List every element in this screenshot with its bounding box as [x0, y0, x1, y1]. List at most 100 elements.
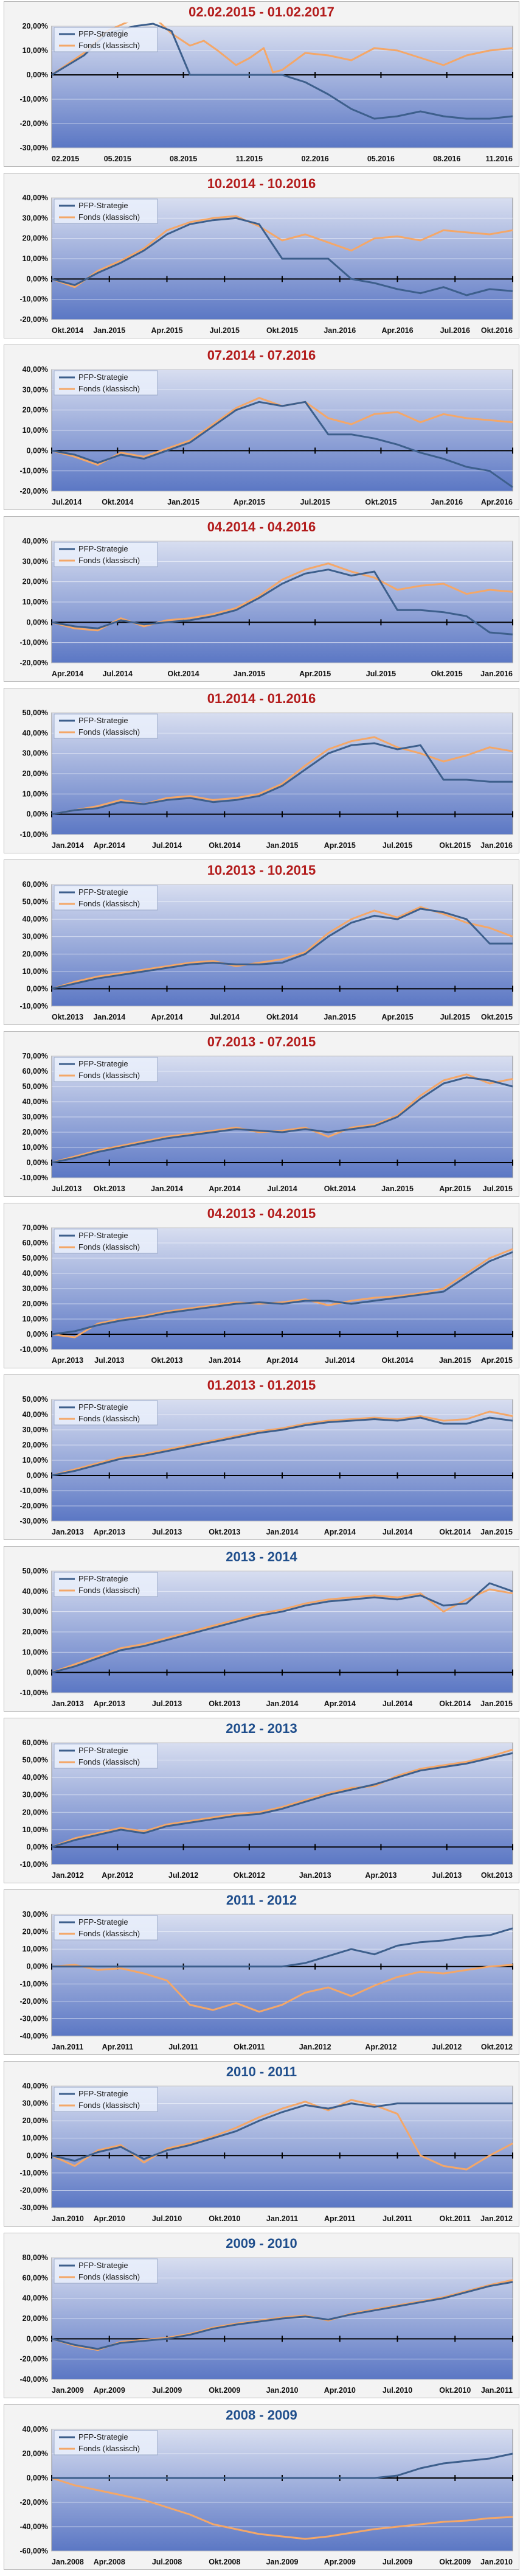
- x-tick-label: Jul.2013: [94, 1356, 124, 1365]
- series-line-strategy: [51, 742, 513, 816]
- chart-panel: 10.2014 - 10.2016 40,00% 30,00% 20,00% 10,00…: [4, 173, 519, 338]
- x-tick-label: Jul.2010: [152, 2214, 182, 2223]
- x-tick-label: Jul.2014: [152, 841, 182, 850]
- chart-title: 2010 - 2011: [226, 2064, 297, 2079]
- y-tick-label: 60,00%: [23, 1067, 48, 1076]
- x-tick-label: Jul.2009: [152, 2386, 182, 2395]
- x-tick-label: Jul.2013: [152, 1528, 182, 1536]
- chart-panel: 2010 - 2011 40,00% 30,00% 20,00% 10,00% 0,00%…: [4, 2061, 519, 2227]
- series-line-strategy: [51, 908, 513, 990]
- x-tick-label: Apr.2014: [266, 1356, 298, 1365]
- legend: PFP-Strategie Fonds (klassisch): [54, 2087, 158, 2112]
- y-tick-label: -10,00%: [19, 2169, 48, 2177]
- x-tick-label: Jan.2014: [151, 1185, 183, 1193]
- x-tick-label: 08.2016: [433, 155, 460, 163]
- chart-title: 01.2014 - 01.2016: [207, 691, 316, 706]
- x-tick-label: Jul.2014: [383, 1699, 412, 1708]
- line-chart: 60,00% 50,00% 40,00% 30,00% 20,00% 10,00% 0,00…: [19, 1739, 513, 1880]
- y-tick-label: 10,00%: [23, 2134, 48, 2143]
- legend-label-strategy: PFP-Strategie: [78, 1059, 128, 1068]
- chart-title: 07.2013 - 07.2015: [207, 1034, 316, 1049]
- y-tick-label: 10,00%: [23, 1315, 48, 1323]
- legend-label-fund: Fonds (klassisch): [78, 384, 140, 393]
- y-tick-label: -20,00%: [19, 1502, 48, 1510]
- chart-title: 10.2014 - 10.2016: [207, 176, 316, 191]
- x-tick-label: Jan.2014: [209, 1356, 241, 1365]
- y-tick-label: -40,00%: [19, 2032, 48, 2040]
- legend-label-strategy: PFP-Strategie: [78, 1402, 128, 1412]
- x-tick-label: Okt.2014: [439, 1528, 471, 1536]
- series-line-fund: [51, 1410, 513, 1477]
- x-tick-label: Apr.2016: [481, 498, 513, 506]
- y-tick-label: -10,00%: [19, 1345, 48, 1354]
- x-tick-label: Okt.2011: [440, 2214, 471, 2223]
- x-tick-label: Apr.2015: [324, 841, 356, 850]
- line-chart: 40,00% 20,00% 0,00% -20,00% -40,00% -60,00% Ja…: [19, 2426, 513, 2566]
- line-chart: 40,00% 30,00% 20,00% 10,00% 0,00% -10,00% -20,…: [19, 537, 513, 678]
- y-tick-label: 40,00%: [23, 729, 48, 737]
- legend-label-strategy: PFP-Strategie: [78, 716, 128, 725]
- chart-panel: 04.2014 - 04.2016 40,00% 30,00% 20,00% 10,00…: [4, 516, 519, 682]
- y-tick-label: 40,00%: [23, 2426, 48, 2434]
- x-tick-label: Jan.2011: [266, 2214, 298, 2223]
- legend-label-strategy: PFP-Strategie: [78, 201, 128, 210]
- legend: PFP-Strategie Fonds (klassisch): [54, 1228, 158, 1254]
- y-tick-label: 30,00%: [23, 1113, 48, 1121]
- y-tick-label: 50,00%: [23, 898, 48, 906]
- line-chart: 50,00% 40,00% 30,00% 20,00% 10,00% 0,00% -10,0…: [19, 1396, 513, 1536]
- x-tick-label: Jan.2014: [266, 1528, 299, 1536]
- legend: PFP-Strategie Fonds (klassisch): [54, 1915, 158, 1941]
- y-tick-label: 40,00%: [23, 366, 48, 374]
- series-line-fund: [51, 1588, 513, 1674]
- series-line-fund: [51, 736, 513, 816]
- y-tick-label: 40,00%: [23, 2294, 48, 2303]
- y-tick-label: 20,00%: [23, 1928, 48, 1936]
- x-tick-label: Okt.2016: [481, 326, 513, 335]
- line-chart: 30,00% 20,00% 10,00% 0,00% -10,00% -20,00% -30…: [19, 1911, 513, 2051]
- x-tick-label: Apr.2013: [94, 1699, 125, 1708]
- y-tick-label: -40,00%: [19, 2375, 48, 2384]
- line-chart: 40,00% 30,00% 20,00% 10,00% 0,00% -10,00% -20,…: [19, 194, 513, 335]
- legend-label-strategy: PFP-Strategie: [78, 1917, 128, 1927]
- y-tick-label: 30,00%: [23, 1791, 48, 1799]
- x-tick-label: Jul.2015: [300, 498, 330, 506]
- x-tick-label: Okt.2014: [324, 1185, 356, 1193]
- y-tick-label: 0,00%: [27, 1843, 48, 1851]
- x-tick-label: 08.2015: [170, 155, 197, 163]
- legend-label-strategy: PFP-Strategie: [78, 2432, 128, 2441]
- y-tick-label: 40,00%: [23, 1587, 48, 1595]
- x-tick-label: Okt.2014: [439, 1699, 471, 1708]
- y-tick-label: -20,00%: [19, 315, 48, 324]
- x-tick-label: Jan.2012: [52, 1871, 84, 1880]
- y-tick-label: 20,00%: [23, 234, 48, 243]
- legend: PFP-Strategie Fonds (klassisch): [54, 1057, 158, 1082]
- y-tick-label: -10,00%: [19, 467, 48, 475]
- legend: PFP-Strategie Fonds (klassisch): [54, 1743, 158, 1769]
- series-line-strategy: [51, 23, 513, 120]
- legend-box: [54, 2087, 158, 2112]
- series-line-fund: [51, 23, 513, 76]
- series-line-strategy: [51, 2281, 513, 2350]
- legend-label-fund: Fonds (klassisch): [78, 1242, 140, 1251]
- series-line-strategy: [51, 1752, 513, 1848]
- legend: PFP-Strategie Fonds (klassisch): [54, 542, 158, 567]
- x-tick-label: Apr.2013: [94, 1528, 125, 1536]
- x-tick-label: Okt.2014: [102, 498, 133, 506]
- y-tick-label: 40,00%: [23, 1097, 48, 1106]
- line-chart: 70,00% 60,00% 50,00% 40,00% 30,00% 20,00% 10,0…: [19, 1052, 513, 1193]
- x-tick-label: Okt.2015: [266, 326, 298, 335]
- y-tick-label: -30,00%: [19, 144, 48, 152]
- y-tick-label: 20,00%: [23, 2314, 48, 2323]
- y-tick-label: 40,00%: [23, 1410, 48, 1419]
- legend: PFP-Strategie Fonds (klassisch): [54, 1400, 158, 1426]
- y-tick-label: -30,00%: [19, 1517, 48, 1525]
- y-tick-label: -20,00%: [19, 2186, 48, 2194]
- legend-label-strategy: PFP-Strategie: [78, 29, 128, 38]
- x-tick-label: Jan.2009: [52, 2386, 84, 2395]
- x-tick-label: Jul.2015: [383, 841, 412, 850]
- y-tick-label: 60,00%: [23, 2273, 48, 2282]
- x-tick-label: 11.2015: [236, 155, 263, 163]
- x-tick-label: Apr.2011: [324, 2214, 355, 2223]
- x-tick-label: Apr.2012: [365, 2043, 397, 2051]
